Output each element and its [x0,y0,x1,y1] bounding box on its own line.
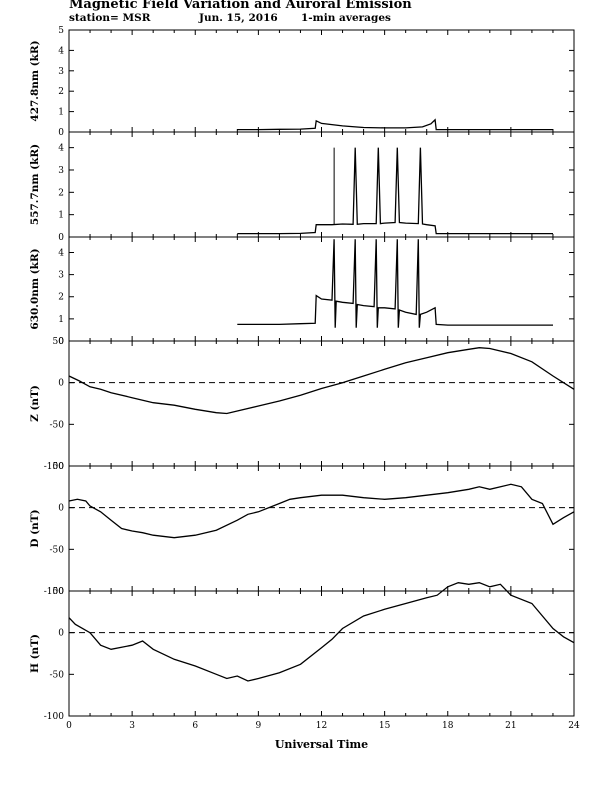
x-tick-label: 18 [442,721,454,731]
x-tick-label: 12 [316,721,327,731]
y-tick-label: -50 [50,545,65,555]
y-tick-label: 3 [58,271,64,281]
chart-title: Magnetic Field Variation and Auroral Emi… [69,0,412,12]
date-label: Jun. 15, 2016 [199,12,278,24]
x-tick-label: 15 [379,721,391,731]
x-tick-label: 6 [192,721,198,731]
panel-frame [68,465,575,592]
panel-frame [68,590,575,717]
series-line [68,483,575,539]
x-tick-label: 24 [568,721,580,731]
panel-frame [68,340,575,467]
y-tick-label: 50 [53,462,65,472]
y-tick-label: 3 [58,67,64,77]
y-tick-label: 0 [58,629,64,639]
y-tick-label: 50 [53,587,65,597]
series-line [68,582,575,682]
series-line [237,239,553,328]
y-tick-label: 3 [58,166,64,176]
y-tick-label: 5 [58,26,64,36]
y-axis-label: 630.0nm (kR) [29,248,41,329]
y-tick-label: -100 [44,712,64,722]
y-tick-label: 4 [58,248,64,258]
panel-frame [68,131,575,238]
x-axis-label: Universal Time [275,738,368,751]
y-tick-label: -100 [44,462,64,472]
y-axis-label: D (nT) [29,509,41,547]
y-tick-label: 0 [58,504,64,514]
y-tick-label: 50 [53,337,65,347]
x-tick-label: 21 [505,721,516,731]
station-label: station= MSR [69,12,151,24]
x-tick-label: 3 [129,721,135,731]
y-tick-label: -50 [50,420,65,430]
y-tick-label: 2 [58,293,64,303]
x-tick-label: 0 [66,721,72,731]
y-tick-label: 0 [58,379,64,389]
y-tick-label: 2 [58,87,64,97]
y-tick-label: 0 [58,128,64,138]
y-tick-label: 0 [58,337,64,347]
y-tick-label: 1 [58,315,64,325]
y-tick-label: 2 [58,188,64,198]
x-tick-label: 9 [256,721,262,731]
averaging-label: 1-min averages [301,12,391,24]
y-axis-label: H (nT) [29,634,41,673]
y-tick-label: -50 [50,670,65,680]
y-tick-label: 1 [58,211,64,221]
y-axis-label: 427.8nm (kR) [29,40,41,121]
y-tick-label: 1 [58,108,64,118]
series-line [237,147,553,235]
y-tick-label: 4 [58,46,64,56]
y-tick-label: -100 [44,587,64,597]
y-axis-label: 557.7nm (kR) [29,144,41,225]
panel-frame [68,29,575,133]
y-tick-label: 0 [58,233,64,243]
y-axis-label: Z (nT) [29,385,41,422]
series-line [68,347,575,415]
y-tick-label: 4 [58,144,64,154]
series-line [237,118,553,131]
